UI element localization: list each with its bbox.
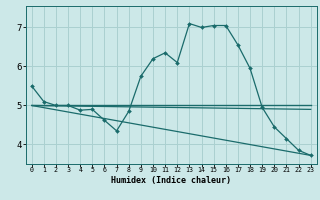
X-axis label: Humidex (Indice chaleur): Humidex (Indice chaleur)	[111, 176, 231, 185]
